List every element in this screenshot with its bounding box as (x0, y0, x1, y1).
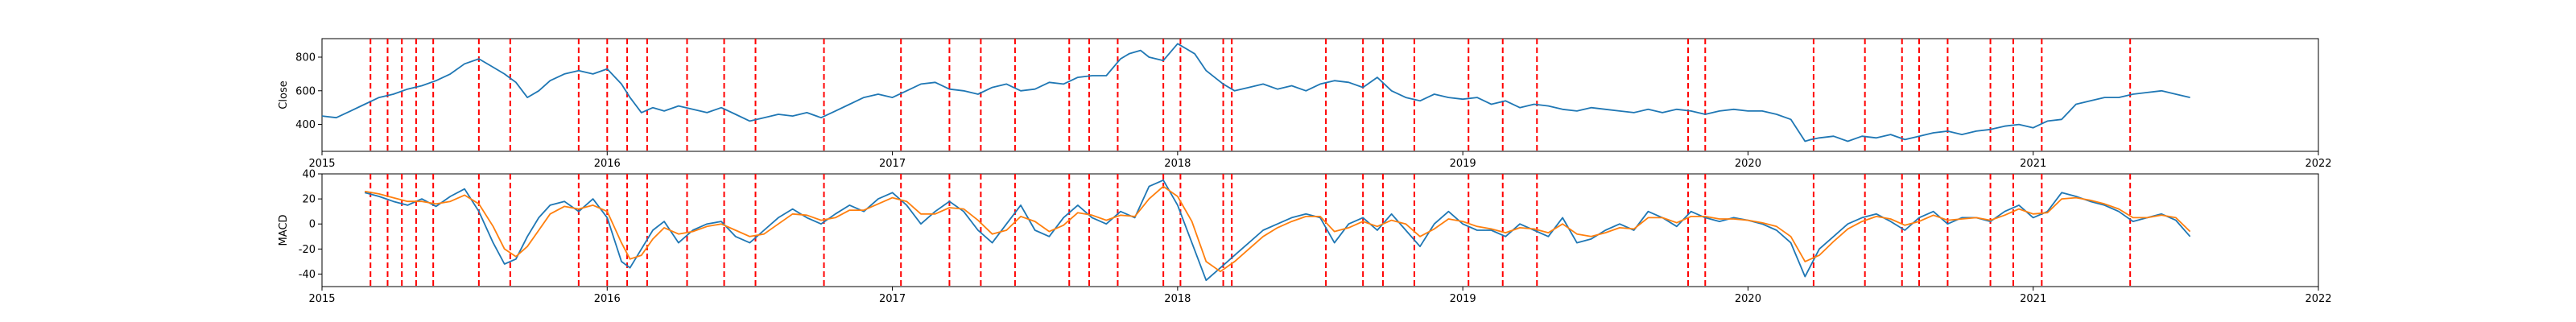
close-x-tick-label: 2018 (1164, 158, 1191, 170)
macd-x-tick-label: 2017 (879, 293, 906, 305)
macd-y-tick-label: -20 (299, 244, 316, 256)
macd-series-line-1 (364, 185, 2191, 273)
macd-axes-frame (321, 173, 2319, 287)
macd-y-axis-label: MACD (278, 215, 290, 246)
close-x-tick-label: 2019 (1450, 158, 1476, 170)
close-x-tick-label: 2020 (1735, 158, 1761, 170)
macd-y-tick-label: 20 (302, 194, 316, 206)
macd-y-tick-label: 40 (302, 169, 316, 181)
macd-y-tick-label: 0 (309, 219, 316, 231)
close-y-tick-label: 400 (295, 119, 316, 131)
close-panel: 2015 2016 2017 2018 2019 2020 2021 2022 400 600 80… (278, 38, 2332, 170)
close-axes-frame (321, 38, 2319, 152)
macd-x-tick-label: 2018 (1164, 293, 1191, 305)
close-x-tick-label: 2015 (308, 158, 335, 170)
close-y-tick-label: 800 (295, 52, 316, 64)
macd-panel: 2015 2016 2017 2018 2019 2020 2021 2022 -40 -20 0 2… (278, 169, 2332, 306)
close-y-axis-label: Close (278, 80, 290, 109)
close-x-tick-label: 2016 (594, 158, 621, 170)
macd-x-tick-label: 2020 (1735, 293, 1761, 305)
macd-x-tick-label: 2021 (2020, 293, 2046, 305)
close-x-tick-label: 2021 (2020, 158, 2046, 170)
macd-y-tick-label: -40 (299, 269, 316, 281)
macd-series-line-0 (364, 179, 2191, 282)
close-series-line-0 (321, 43, 2190, 142)
close-x-tick-label: 2017 (879, 158, 906, 170)
macd-x-tick-label: 2016 (594, 293, 621, 305)
macd-x-tick-label: 2022 (2305, 293, 2331, 305)
macd-x-tick-label: 2015 (308, 293, 335, 305)
close-y-tick-label: 600 (295, 85, 316, 97)
macd-x-tick-label: 2019 (1450, 293, 1476, 305)
close-x-tick-label: 2022 (2305, 158, 2331, 170)
